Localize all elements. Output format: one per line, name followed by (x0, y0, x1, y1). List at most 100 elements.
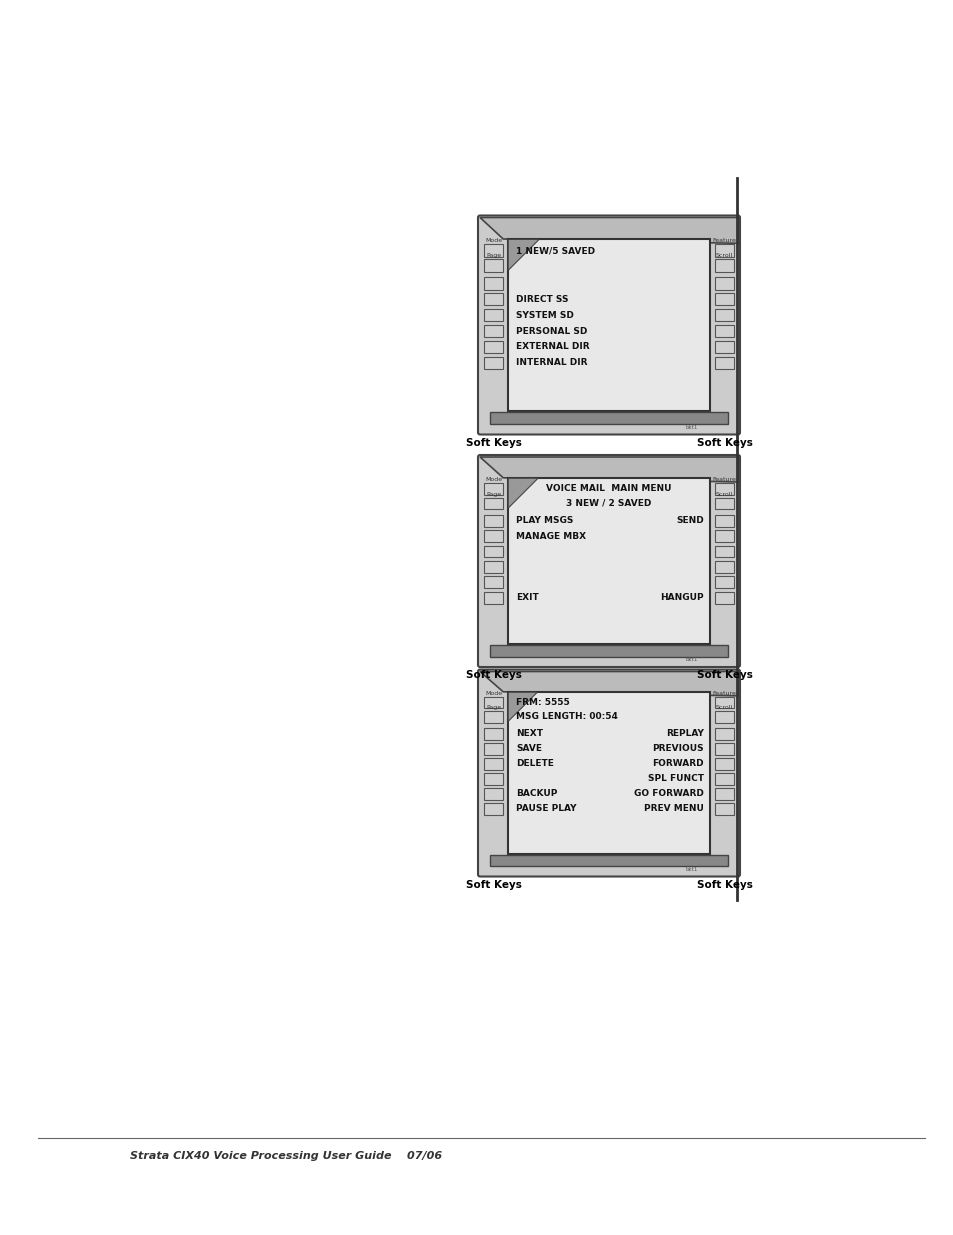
Text: bkt1: bkt1 (684, 657, 697, 662)
Text: BACKUP: BACKUP (516, 789, 558, 798)
Text: NEXT: NEXT (516, 729, 542, 739)
Text: Scroll: Scroll (715, 492, 732, 496)
Bar (715, 293, 733, 305)
Bar (484, 743, 502, 755)
Text: VOICE MAIL  MAIN MENU: VOICE MAIL MAIN MENU (546, 484, 671, 494)
Text: FORWARD: FORWARD (652, 760, 703, 768)
Bar (484, 498, 502, 509)
Bar (715, 773, 733, 784)
Bar (715, 515, 733, 526)
Polygon shape (479, 457, 738, 482)
Text: PREVIOUS: PREVIOUS (652, 745, 703, 753)
Bar (484, 773, 502, 784)
Bar (484, 309, 502, 321)
Text: Scroll: Scroll (715, 253, 732, 258)
Bar (484, 530, 502, 542)
Bar (715, 357, 733, 369)
Polygon shape (479, 672, 738, 695)
Text: SEND: SEND (676, 516, 703, 525)
Bar (715, 743, 733, 755)
Polygon shape (479, 217, 738, 243)
Text: 3 NEW / 2 SAVED: 3 NEW / 2 SAVED (566, 499, 651, 508)
Bar (484, 259, 502, 272)
Text: PLAY MSGS: PLAY MSGS (516, 516, 573, 525)
Bar (484, 245, 502, 257)
Bar (484, 711, 502, 722)
Bar (490, 855, 727, 867)
Text: Page: Page (485, 492, 500, 496)
Bar (484, 697, 502, 709)
Text: Mode: Mode (484, 690, 501, 695)
Text: DIRECT SS: DIRECT SS (516, 295, 568, 304)
Bar (715, 758, 733, 769)
Bar (484, 592, 502, 604)
Text: PREV MENU: PREV MENU (643, 804, 703, 813)
Text: Page: Page (485, 253, 500, 258)
Text: MSG LENGTH: 00:54: MSG LENGTH: 00:54 (516, 713, 618, 721)
Bar (715, 483, 733, 495)
Bar (715, 546, 733, 557)
Text: Soft Keys: Soft Keys (696, 438, 752, 448)
Text: PAUSE PLAY: PAUSE PLAY (516, 804, 577, 813)
Text: Feature: Feature (712, 690, 736, 695)
Polygon shape (508, 478, 537, 508)
Text: EXIT: EXIT (516, 593, 538, 603)
Text: SPL FUNCT: SPL FUNCT (647, 774, 703, 783)
Polygon shape (508, 692, 537, 721)
Text: INTERNAL DIR: INTERNAL DIR (516, 358, 587, 367)
Bar (715, 577, 733, 588)
Bar (715, 259, 733, 272)
Text: DELETE: DELETE (516, 760, 554, 768)
Bar (484, 727, 502, 740)
Text: PERSONAL SD: PERSONAL SD (516, 326, 587, 336)
Bar (715, 278, 733, 289)
Bar (484, 803, 502, 815)
Text: SYSTEM SD: SYSTEM SD (516, 311, 574, 320)
Bar (484, 293, 502, 305)
Bar (484, 325, 502, 337)
Bar (715, 711, 733, 722)
Text: Soft Keys: Soft Keys (696, 879, 752, 889)
Bar (715, 727, 733, 740)
Text: EXTERNAL DIR: EXTERNAL DIR (516, 342, 589, 352)
FancyBboxPatch shape (477, 669, 740, 877)
Bar (484, 788, 502, 799)
Text: 1 NEW/5 SAVED: 1 NEW/5 SAVED (516, 246, 595, 254)
Bar (508, 478, 709, 645)
Bar (715, 498, 733, 509)
Bar (715, 341, 733, 353)
Text: Feature: Feature (712, 238, 736, 243)
Bar (484, 341, 502, 353)
Text: bkt1: bkt1 (684, 425, 697, 430)
Text: Mode: Mode (484, 238, 501, 243)
Bar (484, 546, 502, 557)
Text: FRM: 5555: FRM: 5555 (516, 698, 569, 708)
Bar (508, 240, 709, 411)
Bar (484, 357, 502, 369)
Bar (715, 561, 733, 573)
Text: Soft Keys: Soft Keys (465, 879, 521, 889)
Bar (490, 412, 727, 424)
Bar (715, 325, 733, 337)
Text: bkt1: bkt1 (684, 867, 697, 872)
Bar (484, 515, 502, 526)
Polygon shape (508, 240, 538, 270)
FancyBboxPatch shape (477, 215, 740, 435)
Text: Page: Page (485, 705, 500, 710)
Text: Scroll: Scroll (715, 705, 732, 710)
Text: Mode: Mode (484, 477, 501, 482)
Bar (715, 592, 733, 604)
Bar (715, 803, 733, 815)
Text: GO FORWARD: GO FORWARD (633, 789, 703, 798)
FancyBboxPatch shape (477, 454, 740, 667)
Bar (484, 758, 502, 769)
Bar (484, 561, 502, 573)
Bar (484, 483, 502, 495)
Text: SAVE: SAVE (516, 745, 541, 753)
Bar (508, 692, 709, 855)
Text: Strata CIX40 Voice Processing User Guide    07/06: Strata CIX40 Voice Processing User Guide… (130, 1151, 441, 1161)
Text: Soft Keys: Soft Keys (696, 671, 752, 680)
Bar (490, 645, 727, 657)
Bar (715, 309, 733, 321)
Bar (715, 788, 733, 799)
